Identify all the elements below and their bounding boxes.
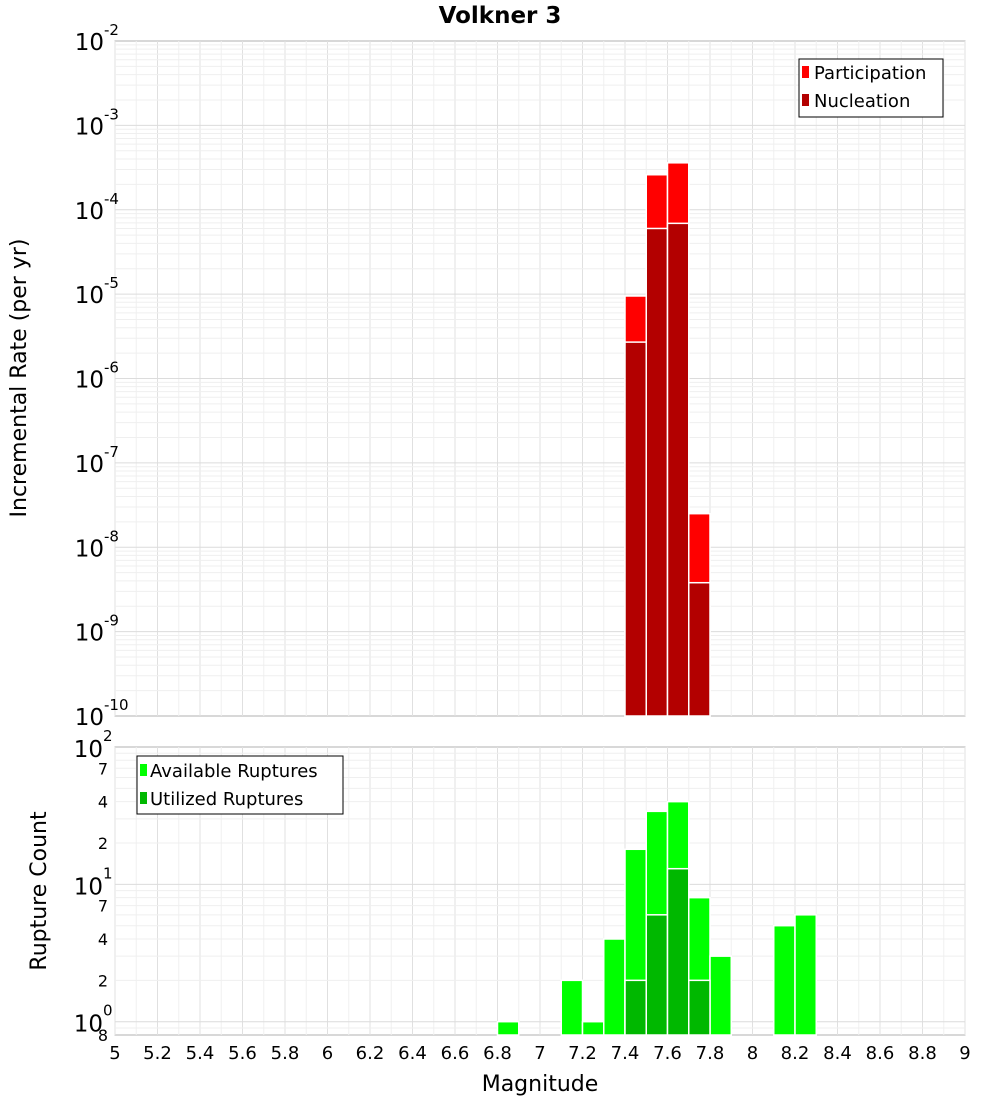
top-y-tick-exponent: -3 — [104, 105, 119, 123]
top-bar-nucleation-2 — [666, 222, 690, 717]
bottom-legend: Available Ruptures Utilized Ruptures — [136, 755, 344, 815]
bottom-legend-box — [136, 755, 344, 815]
x-tick-label: 5.4 — [186, 1043, 215, 1064]
x-tick-label: 5.6 — [228, 1043, 257, 1064]
bottom-bar-available-ruptures-9 — [773, 924, 796, 1036]
x-tick-label: 6.4 — [398, 1043, 427, 1064]
top-y-tick-label: 10 — [75, 30, 104, 56]
x-tick-label: 7 — [534, 1043, 545, 1064]
bottom-y-tick-label: 7 — [98, 759, 108, 778]
x-tick-label: 7.8 — [696, 1043, 725, 1064]
bottom-bar-utilized-ruptures-2 — [666, 867, 690, 1036]
x-tick-label: 6.2 — [356, 1043, 385, 1064]
top-y-tick-label: 10 — [75, 114, 104, 140]
top-legend-box — [798, 58, 944, 118]
x-tick-label: 5.8 — [271, 1043, 300, 1064]
top-y-tick-exponent: -6 — [104, 359, 119, 377]
bottom-y-tick-label: 4 — [98, 930, 108, 949]
top-y-tick-label: 10 — [75, 705, 104, 731]
top-gridlines — [114, 41, 966, 716]
top-y-tick-label: 10 — [75, 283, 104, 309]
top-y-tick-label: 10 — [75, 368, 104, 394]
top-y-tick-exponent: -5 — [104, 274, 119, 292]
x-tick-label: 8.8 — [908, 1043, 937, 1064]
x-tick-label: 8 — [747, 1043, 758, 1064]
bottom-y-tick-label: 10 — [74, 1012, 103, 1038]
x-tick-label: 7.4 — [611, 1043, 640, 1064]
top-plot-panel: 10-210-310-410-510-610-710-810-910-10 In… — [7, 21, 966, 731]
legend-label-utilized-ruptures: Utilized Ruptures — [150, 789, 303, 810]
bottom-bar-available-ruptures-1 — [560, 979, 584, 1036]
top-bar-nucleation-3 — [688, 581, 711, 717]
bottom-bar-utilized-ruptures-3 — [688, 979, 711, 1036]
bottom-bars — [496, 800, 817, 1036]
top-y-tick-label: 10 — [75, 536, 104, 562]
x-tick-label: 8.6 — [866, 1043, 895, 1064]
x-tick-label: 6.6 — [441, 1043, 470, 1064]
top-y-tick-exponent: -7 — [104, 443, 119, 461]
top-y-tick-exponent: -10 — [104, 696, 129, 714]
x-tick-label: 8.2 — [781, 1043, 810, 1064]
bottom-y-tick-exponent: 0 — [103, 1002, 113, 1020]
bottom-y-tick-label: 10 — [74, 874, 103, 900]
top-bar-nucleation-0 — [624, 341, 647, 717]
legend-swatch-nucleation — [802, 94, 809, 106]
top-y-tick-exponent: -8 — [104, 527, 119, 545]
x-tick-label: 8.4 — [823, 1043, 852, 1064]
top-y-axis-label: Incremental Rate (per yr) — [7, 239, 32, 518]
x-tick-label: 6 — [322, 1043, 333, 1064]
top-legend: Participation Nucleation — [798, 58, 944, 118]
x-axis-ticks: 5 5.2 5.4 5.6 5.8 6 6.2 6.4 6.6 6.8 7 7.2 7.4 7.6 7.8 8… — [109, 1043, 970, 1064]
bottom-y-tick-label: 4 — [98, 793, 108, 812]
bottom-bar-available-ruptures-0 — [496, 1020, 520, 1036]
bottom-bar-available-ruptures-2 — [581, 1020, 605, 1036]
chart-title: Volkner 3 — [439, 3, 562, 29]
legend-swatch-available-ruptures — [140, 764, 147, 776]
top-y-tick-exponent: -2 — [104, 21, 119, 39]
bottom-bar-available-ruptures-3 — [603, 938, 626, 1036]
x-tick-label: 7.2 — [568, 1043, 597, 1064]
x-axis-label: Magnitude — [482, 1072, 599, 1097]
x-tick-label: 5.2 — [143, 1043, 172, 1064]
bottom-y-tick-label: 2 — [98, 834, 108, 853]
legend-swatch-participation — [802, 66, 809, 78]
top-y-tick-exponent: -4 — [104, 190, 119, 208]
bottom-y-tick-label: 8 — [98, 1026, 108, 1045]
top-y-tick-exponent: -9 — [104, 612, 119, 630]
bottom-bar-available-ruptures-10 — [794, 914, 817, 1036]
x-tick-label: 5 — [109, 1043, 120, 1064]
bottom-y-tick-label: 7 — [98, 897, 108, 916]
bottom-bar-utilized-ruptures-0 — [624, 979, 647, 1036]
top-y-ticks: 10-210-310-410-510-610-710-810-910-10 — [75, 21, 129, 731]
top-bars — [624, 162, 711, 717]
top-y-tick-label: 10 — [75, 199, 104, 225]
legend-swatch-utilized-ruptures — [140, 792, 147, 804]
bottom-y-tick-exponent: 2 — [103, 727, 113, 745]
bottom-y-tick-label: 10 — [74, 737, 103, 763]
x-tick-label: 7.6 — [653, 1043, 682, 1064]
legend-label-nucleation: Nucleation — [814, 91, 910, 112]
bottom-bar-available-ruptures-8 — [709, 955, 732, 1036]
x-tick-label: 6.8 — [483, 1043, 512, 1064]
x-tick-label: 9 — [959, 1043, 970, 1064]
legend-label-available-ruptures: Available Ruptures — [150, 761, 318, 782]
bottom-y-axis-label: Rupture Count — [27, 811, 52, 971]
legend-label-participation: Participation — [814, 63, 926, 84]
top-y-tick-label: 10 — [75, 452, 104, 478]
top-bar-nucleation-1 — [645, 227, 669, 717]
bottom-y-tick-exponent: 1 — [103, 864, 113, 882]
bottom-y-tick-label: 2 — [98, 971, 108, 990]
bottom-bar-utilized-ruptures-1 — [645, 914, 669, 1036]
top-y-tick-label: 10 — [75, 621, 104, 647]
